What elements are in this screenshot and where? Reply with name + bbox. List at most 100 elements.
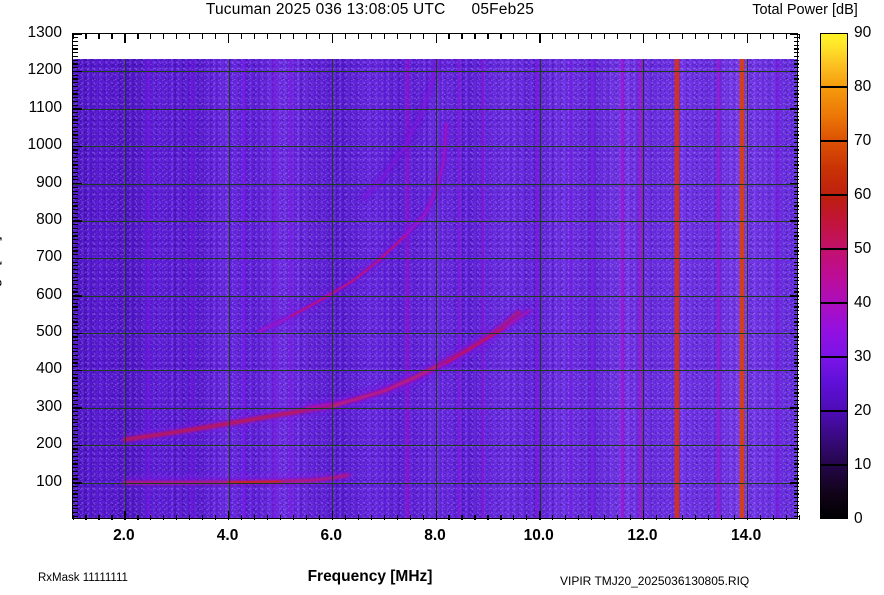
axis-tick [794,298,799,301]
gridline-horizontal [73,482,797,484]
axis-tick [150,515,152,520]
axis-tick [73,377,78,379]
axis-tick [124,34,126,43]
axis-tick [794,212,799,215]
axis-tick [73,44,78,46]
axis-tick [794,504,799,506]
axis-tick [202,515,204,520]
axis-tick [73,452,78,454]
axis-tick [73,235,78,237]
axis-tick [526,34,528,39]
axis-tick [73,82,78,84]
axis-tick [73,381,78,383]
axis-tick [794,48,799,50]
axis-tick [591,34,593,39]
colorbar[interactable] [820,33,848,519]
axis-tick [435,34,437,43]
axis-tick [794,489,799,491]
colorbar-tick [820,140,834,142]
ionogram-plot[interactable] [72,33,800,520]
axis-tick [202,34,204,39]
axis-tick [794,493,799,495]
axis-tick [344,515,346,520]
axis-tick [448,515,450,520]
colorbar-tick-label: 0 [854,510,863,527]
colorbar-tick [820,194,834,196]
x-tick-label: 2.0 [113,527,135,544]
axis-tick [526,515,528,520]
rfi-band [620,59,626,518]
axis-tick [794,500,799,502]
axis-tick [785,515,787,520]
axis-tick [73,310,78,312]
axis-tick [73,440,78,443]
gridline-horizontal [73,258,797,260]
x-tick-label: 8.0 [424,527,446,544]
axis-tick [794,55,799,58]
axis-tick [357,515,359,520]
axis-tick [73,508,78,510]
axis-tick [794,396,799,398]
axis-tick [448,34,450,39]
axis-tick [746,34,749,43]
axis-tick [759,34,761,39]
axis-tick [422,34,424,39]
axis-tick [794,67,799,69]
ionogram-trace [256,120,450,335]
axis-tick [790,369,799,372]
gridline-horizontal [73,183,797,185]
axis-tick [794,340,799,342]
axis-tick [794,186,799,188]
axis-tick [73,411,78,413]
axis-tick [604,515,606,520]
axis-tick [794,474,799,476]
axis-tick [266,34,269,39]
axis-tick [785,34,787,39]
axis-tick [565,34,567,39]
axis-tick [73,242,78,245]
colorbar-tick [834,410,848,412]
axis-tick [790,257,799,260]
axis-tick [794,272,799,274]
gridline-horizontal [73,407,797,409]
axis-tick [73,104,78,106]
axis-tick [73,224,78,226]
axis-tick [73,250,78,252]
axis-tick [798,515,800,520]
axis-tick [73,298,78,301]
colorbar-tick [834,464,848,466]
axis-tick [73,355,78,357]
x-tick-label: 4.0 [216,527,239,544]
axis-tick [357,34,359,39]
axis-tick [794,325,799,327]
axis-tick [794,317,799,319]
axis-tick [794,269,799,271]
axis-tick [73,149,78,151]
ionogram-trace [119,470,353,488]
x-tick-label: 10.0 [523,527,554,544]
rfi-band [288,59,293,518]
axis-tick [794,448,799,450]
axis-tick [73,164,78,166]
x-tick-label: 12.0 [627,527,658,544]
axis-tick [794,497,799,499]
axis-tick [331,511,334,520]
gridline-horizontal [73,108,797,110]
axis-tick [73,407,82,409]
axis-tick [111,34,113,39]
axis-tick [794,78,799,80]
axis-tick [73,478,78,480]
axis-tick [794,37,799,39]
axis-tick [73,138,78,140]
axis-tick [73,358,78,360]
axis-tick [794,197,799,200]
axis-tick [794,246,799,248]
axis-tick [794,306,799,308]
axis-tick [279,515,282,520]
axis-tick [73,40,78,43]
axis-tick [292,34,295,39]
axis-tick [629,34,632,39]
axis-tick [73,63,78,65]
axis-tick [794,164,799,166]
axis-tick [794,239,799,241]
